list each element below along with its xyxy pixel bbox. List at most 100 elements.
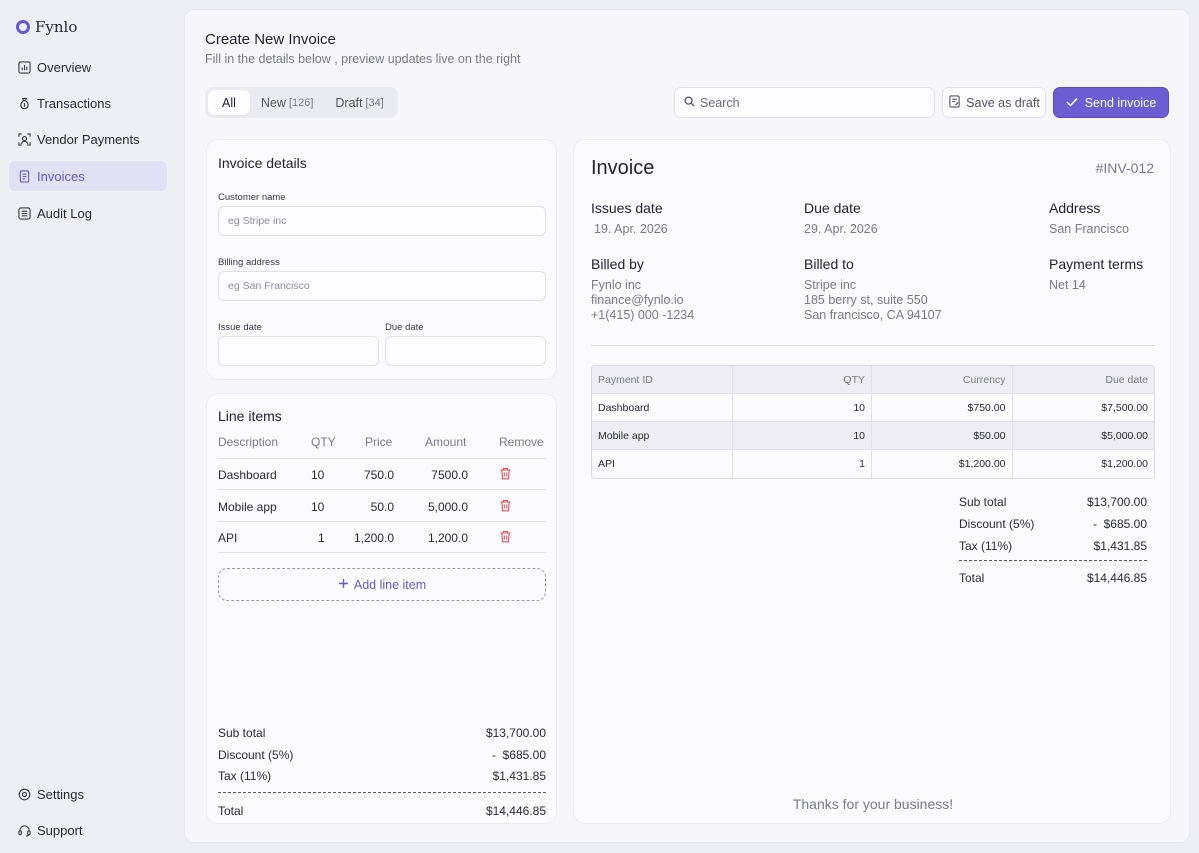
divider [591, 345, 1155, 346]
thanks-note: Thanks for your business! [792, 796, 954, 812]
discount-label: Discount (5%) [959, 517, 1035, 531]
table-row: Mobile app 10 $50.00 $5,000.00 [592, 422, 1154, 450]
sidebar-item-transactions[interactable]: Transactions [9, 88, 167, 118]
col-header-remove: Remove [499, 435, 544, 449]
table-row: API 1 $1,200.00 $1,200.00 [592, 450, 1154, 478]
item-price[interactable]: 750.0 [363, 468, 394, 482]
tab-count: [34] [365, 96, 384, 109]
billed-to-city: San francisco, CA 94107 [804, 308, 942, 322]
due-date-input[interactable] [385, 336, 546, 366]
table-header-row: Payment ID QTY Currency Due date [592, 366, 1154, 394]
preview-subtotal-row: Sub total $13,700.00 [959, 495, 1147, 509]
plus-icon [338, 578, 349, 592]
item-qty[interactable]: 10 [311, 468, 325, 482]
send-invoice-label: Send invoice [1084, 95, 1157, 110]
total-label: Total [959, 571, 985, 585]
search-input[interactable] [700, 95, 920, 110]
search-icon [684, 95, 695, 110]
item-qty[interactable]: 10 [311, 500, 325, 514]
tab-all[interactable]: All [208, 90, 250, 115]
sidebar-item-support[interactable]: Support [9, 815, 167, 845]
due-date-heading: Due date [804, 200, 861, 216]
dashed-divider [959, 560, 1147, 561]
tab-new[interactable]: New [126] [250, 90, 324, 115]
col-header-qty: QTY [311, 435, 336, 449]
total-value: $14,446.85 [485, 804, 546, 818]
table-row: Dashboard 10 $750.00 $7,500.00 [592, 394, 1154, 422]
sidebar-item-label: Overview [37, 59, 92, 75]
page-subtitle: Fill in the details below , preview upda… [205, 52, 521, 66]
billed-by-email: finance@fynlo.io [591, 293, 684, 307]
col-header-amount: Amount [425, 435, 467, 449]
add-line-item-button[interactable]: Add line item [218, 568, 546, 601]
col-header-currency: Currency [872, 366, 1013, 393]
billed-to-name: Stripe inc [804, 278, 857, 292]
item-amount: 7500.0 [431, 468, 468, 482]
item-qty[interactable]: 1 [318, 531, 325, 545]
billing-address-input[interactable] [218, 271, 546, 301]
issue-date-input[interactable] [218, 336, 379, 366]
item-description[interactable]: API [218, 531, 238, 545]
list-icon [17, 206, 31, 220]
tax-label: Tax (11%) [959, 539, 1013, 553]
discount-value-group: - $685.00 [492, 748, 546, 762]
payment-terms-heading: Payment terms [1049, 256, 1144, 272]
item-price[interactable]: 1,200.0 [353, 531, 394, 545]
divider [218, 458, 546, 459]
cell-due: $5,000.00 [1101, 429, 1148, 442]
sidebar-item-settings[interactable]: Settings [9, 779, 167, 809]
item-description[interactable]: Dashboard [218, 468, 277, 482]
cell-currency: $750.00 [872, 394, 1013, 421]
subtotal-label: Sub total [218, 726, 266, 740]
item-description[interactable]: Mobile app [218, 500, 277, 514]
tax-row: Tax (11%) $1,431.85 [218, 769, 546, 783]
sidebar-item-label: Audit Log [37, 205, 92, 221]
money-bag-icon [17, 96, 31, 110]
save-draft-button[interactable]: Save as draft [942, 87, 1046, 118]
cell-payment-id: Dashboard [592, 394, 733, 421]
sidebar-item-audit-log[interactable]: Audit Log [9, 198, 167, 228]
address-value: San Francisco [1049, 222, 1129, 236]
cell-qty: 10 [733, 422, 872, 449]
sidebar-item-invoices[interactable]: Invoices [9, 161, 167, 191]
add-line-item-label: Add line item [353, 577, 427, 592]
brand[interactable]: Fynlo [16, 18, 77, 36]
customer-name-label: Customer name [218, 192, 286, 203]
sidebar-item-label: Vendor Payments [37, 131, 140, 147]
trash-icon[interactable] [499, 530, 512, 543]
customer-name-input[interactable] [218, 206, 546, 236]
item-amount: 5,000.0 [427, 500, 468, 514]
subtotal-value: $13,700.00 [1086, 495, 1147, 509]
cell-due: $1,200.00 [1101, 458, 1148, 470]
brand-name: Fynlo [35, 18, 78, 36]
address-heading: Address [1049, 200, 1101, 216]
item-price[interactable]: 50.0 [370, 500, 394, 514]
discount-value: $685.00 [502, 748, 546, 762]
due-date-value: 29. Apr. 2026 [804, 222, 878, 236]
col-header-price: Price [365, 435, 393, 449]
tab-count: [126] [288, 96, 314, 109]
preview-title: Invoice [591, 157, 655, 179]
headset-icon [17, 823, 31, 837]
vendor-icon [17, 132, 31, 146]
send-invoice-button[interactable]: Send invoice [1053, 87, 1169, 118]
issue-date-value: 19. Apr. 2026 [594, 222, 668, 236]
sidebar: Fynlo Overview Transactions Vendor Payme… [0, 0, 184, 853]
main-panel: Create New Invoice Fill in the details b… [184, 9, 1190, 843]
total-label: Total [218, 804, 244, 818]
tab-label: Draft [335, 95, 363, 110]
sidebar-item-overview[interactable]: Overview [9, 52, 167, 82]
page-title: Create New Invoice [205, 31, 336, 48]
item-amount: 1,200.0 [427, 531, 468, 545]
tab-draft[interactable]: Draft [34] [324, 90, 394, 115]
invoice-preview-card: Invoice #INV-012 Issues date 19. Apr. 20… [573, 139, 1171, 824]
cell-qty: 10 [733, 394, 872, 421]
issue-date-heading: Issues date [591, 200, 663, 216]
discount-label: Discount (5%) [218, 748, 294, 762]
trash-icon[interactable] [499, 499, 512, 512]
tab-label: New [260, 95, 286, 110]
trash-icon[interactable] [499, 467, 512, 480]
total-value: $14,446.85 [1086, 571, 1147, 585]
sidebar-item-label: Settings [37, 786, 84, 802]
sidebar-item-vendor-payments[interactable]: Vendor Payments [9, 124, 167, 154]
